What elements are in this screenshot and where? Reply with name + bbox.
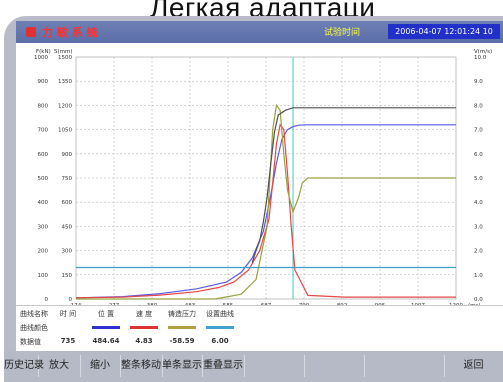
- y-tick-label-s: 1200: [58, 103, 72, 109]
- toolbar-button-5[interactable]: 单条显示: [162, 355, 203, 377]
- x-tick-label: 995: [375, 303, 386, 305]
- toolbar-button-4[interactable]: 整条移动: [120, 355, 163, 377]
- x-tick-label: 483: [185, 303, 196, 305]
- y-tick-label-f: 0: [45, 297, 49, 303]
- y-tick-label-v: 4.0: [474, 200, 483, 206]
- y-tick-label-f: 100: [38, 273, 49, 279]
- y-tick-label-v: 6.0: [474, 152, 483, 158]
- x-tick-label: 892: [337, 303, 348, 305]
- y-tick-label-s: 450: [62, 224, 73, 230]
- legend-color-swatch: [168, 326, 196, 329]
- legend-panel: 曲线名称 曲线颜色 数据值 时 间 735 位 置 484.64 速 度 4.83 铸造压力…: [16, 305, 503, 352]
- y-tick-label-s: 1500: [58, 55, 72, 61]
- x-tick-label: 790: [299, 303, 310, 305]
- app-title: 力 敏 系 统: [42, 26, 98, 39]
- y-tick-label-f: 700: [38, 128, 49, 134]
- screen: 力 敏 系 统 试验时间 2006-04-07 12:01:24 10 0 0 0.…: [16, 21, 503, 352]
- toolbar-button-3[interactable]: 缩小: [80, 355, 121, 377]
- legend-column-value: 6.00: [211, 337, 229, 345]
- legend-column-value: -58.59: [169, 337, 195, 345]
- legend-column-name: 铸造压力: [168, 310, 196, 318]
- x-tick-label: 585: [223, 303, 234, 305]
- legend-column-value: 735: [60, 337, 76, 345]
- toolbar-button-1[interactable]: 历史记录: [4, 355, 44, 377]
- y-tick-label-v: 1.0: [474, 273, 483, 279]
- y-tick-label-f: 900: [38, 79, 49, 85]
- series-line-3: [76, 103, 456, 300]
- bottom-toolbar: 历史记录 放大 缩小 整条移动 单条显示 重叠显示 返回: [4, 351, 503, 382]
- legend-column-value: 484.64: [92, 337, 120, 345]
- toolbar-button-7[interactable]: [244, 355, 305, 377]
- legend-column-name: 位 置: [97, 310, 115, 318]
- toolbar-button-10[interactable]: 返回: [444, 355, 503, 377]
- legend-row-label-name: 曲线名称: [20, 310, 48, 318]
- x-tick-label: 277: [109, 303, 120, 305]
- y-tick-label-s: 600: [62, 200, 73, 206]
- legend-row-label-color: 曲线颜色: [20, 324, 48, 332]
- y-tick-label-s: 300: [62, 249, 73, 255]
- x-tick-label: 1097: [411, 303, 425, 305]
- y-tick-label-s: 0: [69, 297, 73, 303]
- legend-column-value: 4.83: [135, 337, 153, 345]
- y-tick-label-v: 9.0: [474, 79, 483, 85]
- x-tick-label: 1200: [449, 303, 463, 305]
- y-tick-label-s: 1350: [58, 79, 72, 85]
- y-tick-label-v: 2.0: [474, 249, 483, 255]
- status-label: 试验时间: [324, 28, 361, 38]
- series-line-2: [75, 123, 456, 299]
- title-bar: 力 敏 系 统 试验时间 2006-04-07 12:01:24 10: [16, 21, 503, 43]
- legend-column-name: 时 间: [59, 310, 77, 318]
- y-tick-label-f: 300: [38, 224, 49, 230]
- legend-color-swatch: [130, 326, 158, 329]
- x-tick-label: 174: [71, 303, 82, 305]
- legend-column-name: 速 度: [135, 310, 153, 318]
- y-tick-label-f: 400: [38, 200, 49, 206]
- device-frame: 力 敏 系 统 试验时间 2006-04-07 12:01:24 10 0 0 0.…: [4, 16, 503, 382]
- legend-row-label-value: 数据值: [20, 338, 41, 346]
- y-tick-label-f: 800: [38, 103, 49, 109]
- legend-color-swatch: [92, 326, 120, 329]
- x-tick-label: 687: [261, 303, 272, 305]
- y-tick-label-v: 7.0: [474, 128, 483, 134]
- toolbar-button-9[interactable]: [364, 355, 445, 377]
- y-tick-label-f: 600: [38, 152, 49, 158]
- y-tick-label-s: 150: [62, 273, 73, 279]
- x-tick-label: 380: [147, 303, 158, 305]
- app-logo-icon: [26, 27, 36, 37]
- y-tick-label-v: 5.0: [474, 176, 483, 182]
- y-tick-label-v: 10.0: [474, 55, 487, 61]
- y-tick-label-s: 1050: [58, 128, 72, 134]
- toolbar-button-2[interactable]: 放大: [38, 355, 81, 377]
- y-tick-label-f: 500: [38, 176, 49, 182]
- toolbar-button-8[interactable]: [304, 355, 365, 377]
- series-line-5: [251, 107, 456, 263]
- y-axis-title-f: F(kN): [36, 49, 51, 55]
- y-axis-title-s: S(mm): [54, 49, 73, 55]
- legend-column-name: 设置曲线: [206, 310, 234, 318]
- y-tick-label-v: 8.0: [474, 103, 483, 109]
- y-tick-label-s: 900: [62, 152, 73, 158]
- y-axis-title-v: V(m/s): [474, 49, 492, 55]
- y-tick-label-v: 0.0: [474, 297, 483, 303]
- y-tick-label-s: 750: [62, 176, 73, 182]
- y-tick-label-f: 1000: [34, 55, 48, 61]
- y-tick-label-v: 3.0: [474, 224, 483, 230]
- x-axis-unit: (ms): [468, 303, 481, 305]
- legend-color-swatch: [206, 326, 234, 329]
- y-tick-label-f: 200: [38, 249, 49, 255]
- curve-chart: 0 0 0.0 100 150 1.0 200 300 2.0 300 450 3.0 400 600 4.…: [34, 49, 492, 305]
- toolbar-button-6[interactable]: 重叠显示: [202, 355, 245, 377]
- datetime-display: 2006-04-07 12:01:24 10: [388, 24, 500, 39]
- series-line-1: [75, 124, 456, 299]
